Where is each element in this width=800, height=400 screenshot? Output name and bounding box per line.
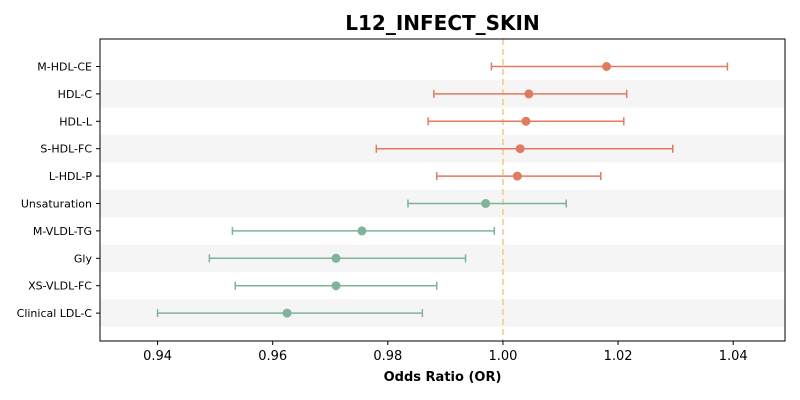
ci-row-l-hdl-p: [435, 171, 602, 181]
chart-title: L12_INFECT_SKIN: [345, 11, 539, 35]
y-tick-label: S-HDL-FC: [40, 143, 92, 156]
or-point: [481, 199, 491, 208]
or-point: [602, 62, 612, 71]
ci-row-m-hdl-ce: [490, 62, 729, 71]
x-ticks: 0.94 0.96 0.98 1.00 1.02 1.04: [143, 341, 748, 364]
x-tick-label: 1.00: [488, 349, 517, 364]
or-point: [331, 253, 341, 263]
x-axis-label: Odds Ratio (OR): [384, 370, 502, 385]
y-tick-label: Clinical LDL-C: [17, 307, 93, 320]
y-tick-label: M-VLDL-TG: [33, 225, 92, 238]
y-ticks: M-HDL-CE HDL-C HDL-L S-HDL-FC L-HDL-P Unsatur…: [17, 61, 100, 320]
ci-row-clinical-ldl-c: [156, 308, 424, 318]
ci-row-s-hdl-fc: [375, 144, 674, 154]
or-point: [515, 144, 525, 154]
or-point: [331, 281, 341, 291]
ci-row-gly: [208, 253, 467, 263]
or-point: [282, 308, 292, 318]
or-point: [357, 226, 367, 236]
y-tick-label: L-HDL-P: [49, 170, 93, 183]
x-tick-label: 0.98: [373, 349, 402, 364]
ci-row-xs-vldl-fc: [234, 281, 438, 291]
y-tick-label: Unsaturation: [21, 198, 92, 211]
or-point: [524, 89, 534, 99]
chart-marks: [156, 62, 729, 318]
x-tick-label: 1.04: [719, 349, 748, 364]
x-tick-label: 0.96: [258, 349, 287, 364]
y-tick-label: HDL-C: [58, 88, 93, 101]
y-tick-label: HDL-L: [59, 115, 93, 128]
y-tick-label: Gly: [74, 252, 93, 265]
ci-row-unsaturation: [407, 199, 568, 208]
ci-row-hdl-l: [427, 116, 625, 126]
plot-frame: [99, 38, 786, 342]
ci-row-hdl-c: [433, 89, 628, 99]
or-point: [512, 171, 522, 181]
x-tick-label: 1.02: [604, 349, 633, 364]
or-point: [521, 116, 531, 126]
x-tick-label: 0.94: [143, 349, 172, 364]
ci-row-m-vldl-tg: [231, 226, 496, 236]
y-tick-label: M-HDL-CE: [37, 61, 92, 74]
y-tick-label: XS-VLDL-FC: [28, 280, 92, 293]
